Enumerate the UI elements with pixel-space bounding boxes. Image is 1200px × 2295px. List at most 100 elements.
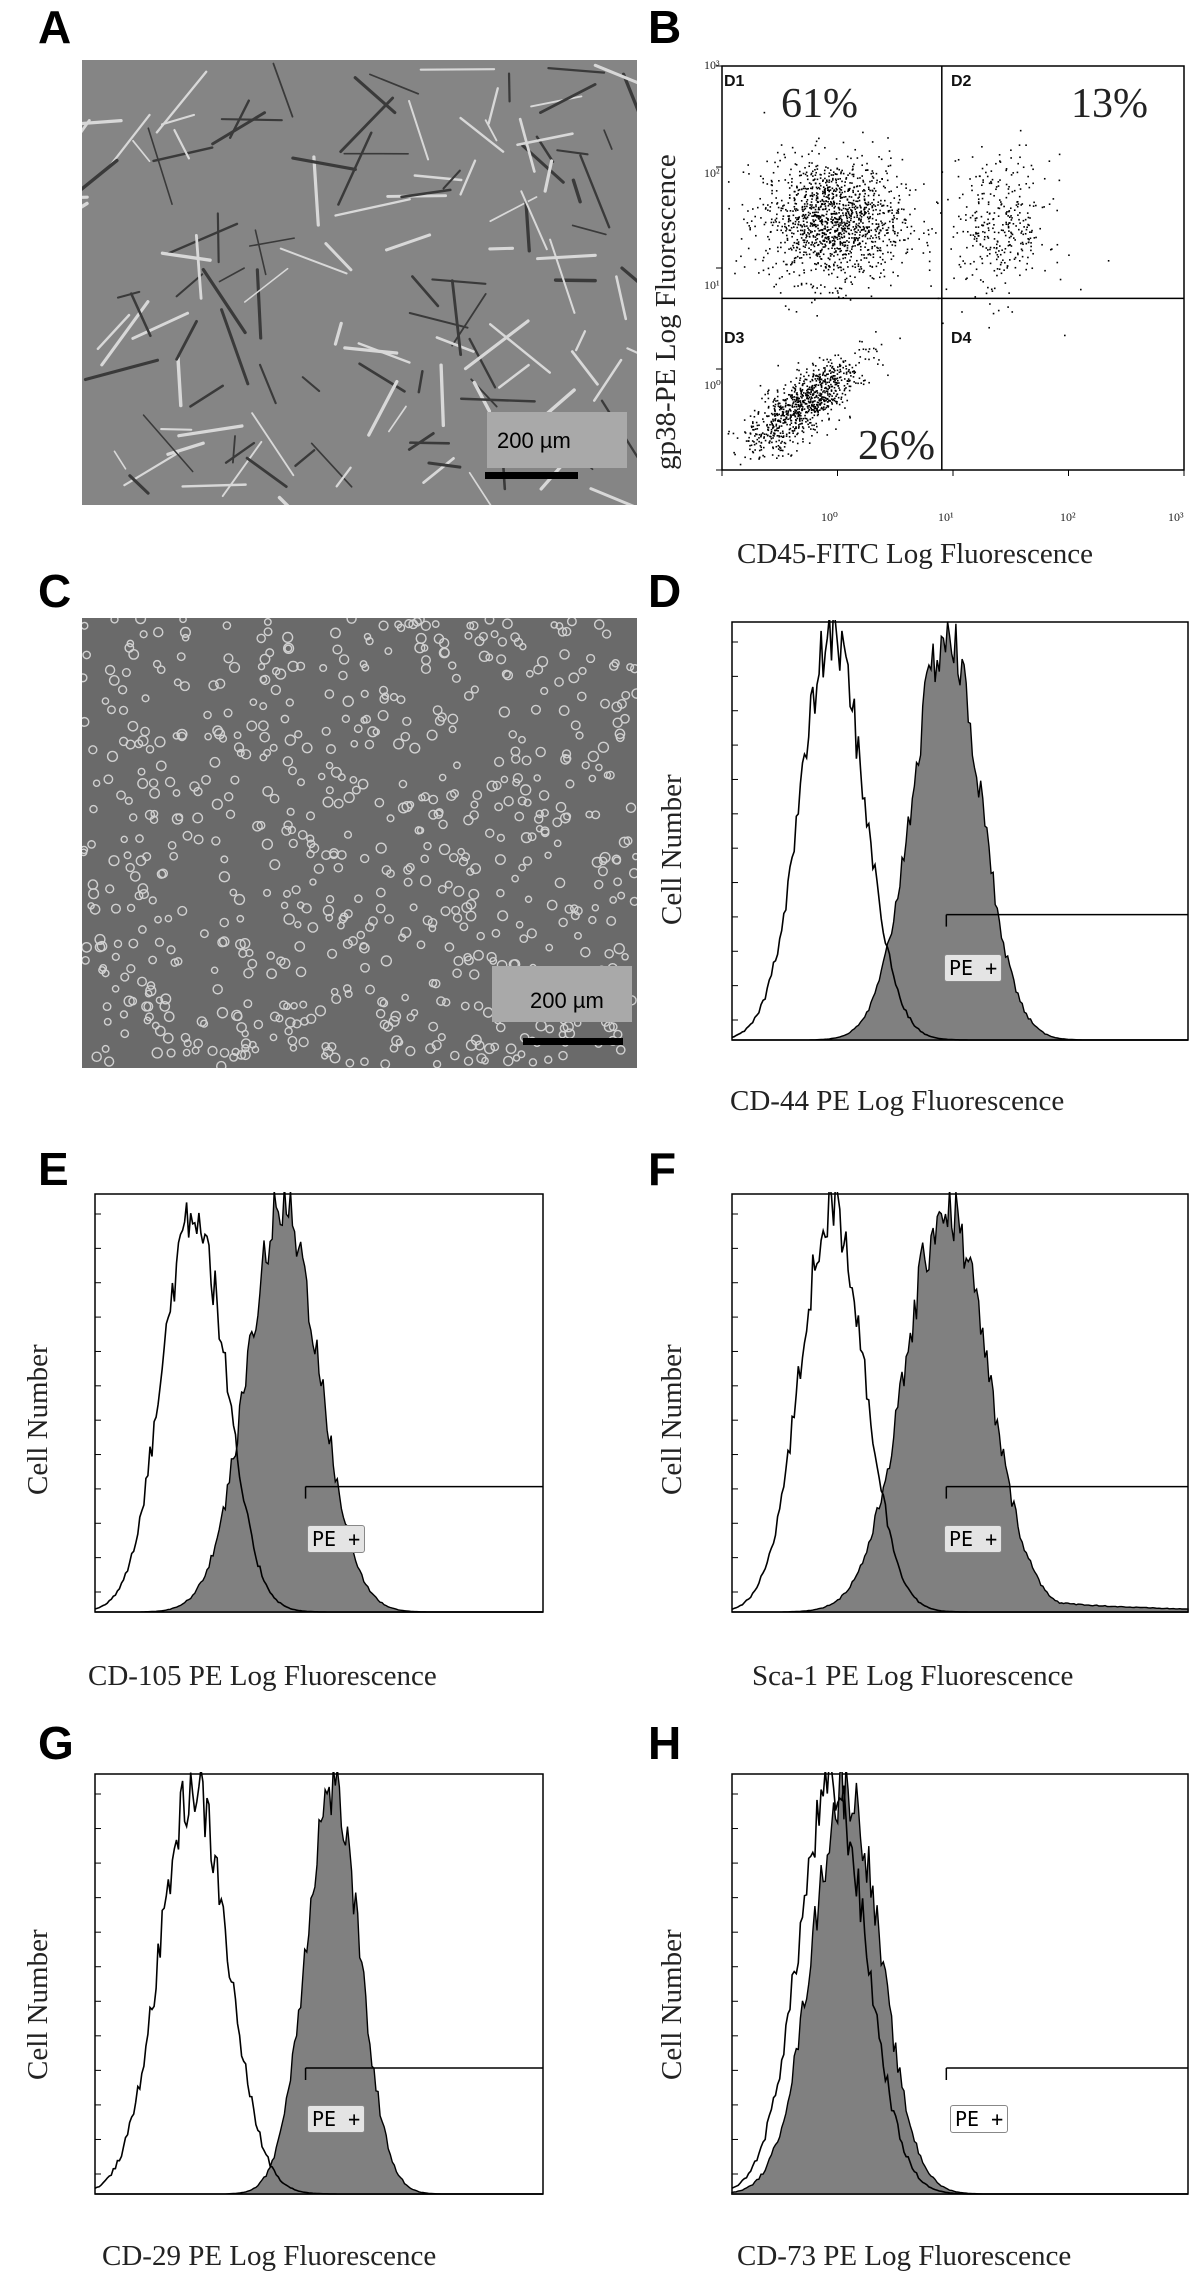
scatter-point: [781, 225, 784, 228]
scatter-point: [826, 377, 829, 380]
scatter-point: [977, 226, 980, 228]
scatter-point: [853, 241, 855, 244]
cell: [628, 868, 637, 879]
scatter-point: [829, 255, 832, 257]
scatter-point: [1010, 235, 1012, 238]
cell: [441, 998, 451, 1007]
scatter-point: [848, 380, 850, 383]
cell: [359, 942, 370, 954]
scatter-point: [765, 249, 767, 252]
scatter-point: [842, 257, 844, 260]
cell: [360, 962, 370, 973]
scatter-point: [862, 228, 865, 231]
scatter-point: [1015, 204, 1018, 206]
scatter-point: [820, 220, 823, 222]
cell: [212, 984, 223, 995]
scatter-point: [819, 200, 822, 203]
cell: [486, 951, 497, 963]
scatter-point: [755, 442, 758, 445]
scatter-point: [819, 220, 821, 222]
histogram-f-ylabel: Cell Number: [656, 1344, 688, 1495]
scatter-point: [828, 240, 831, 243]
scatter-point: [871, 190, 874, 192]
scatter-point: [838, 208, 841, 211]
scatter-point: [810, 172, 813, 175]
cell-process: [353, 76, 397, 115]
cell: [431, 1040, 442, 1051]
cell: [280, 714, 290, 724]
scatter-point: [804, 414, 806, 417]
scatter-point: [880, 263, 883, 265]
cell: [452, 913, 463, 923]
scatter-point: [1002, 224, 1004, 226]
scatter-point: [904, 222, 907, 224]
scatter-point: [762, 420, 765, 423]
scatter-point: [770, 218, 773, 221]
scatter-point: [750, 426, 753, 429]
scatter-point: [822, 359, 825, 361]
scatter-point: [877, 201, 880, 203]
scatter-point: [771, 424, 774, 426]
scatter-point: [804, 187, 807, 190]
scatter-point: [1043, 206, 1045, 208]
scatter-point: [838, 376, 841, 379]
scatter-point: [814, 299, 816, 301]
scatter-point: [847, 370, 850, 373]
cell: [438, 819, 448, 830]
cell: [280, 901, 289, 910]
scatter-point: [999, 253, 1002, 256]
scatter-point: [805, 251, 807, 254]
scatter-point: [799, 404, 802, 406]
cell: [393, 738, 405, 750]
scatter-point: [839, 365, 841, 367]
scatter-point: [758, 458, 760, 460]
scatter-point: [794, 190, 796, 193]
scatter-point: [1007, 192, 1010, 195]
scatter-point: [993, 287, 996, 290]
scatter-point: [836, 218, 839, 221]
cell: [328, 848, 340, 859]
scatter-point: [824, 187, 827, 190]
scatter-point: [802, 217, 805, 220]
scatter-point: [898, 239, 901, 242]
scatter-point: [803, 185, 806, 188]
cell: [512, 772, 524, 784]
cell: [210, 966, 219, 975]
scatter-point: [863, 257, 866, 259]
scatter-point: [982, 224, 985, 227]
scatter-point: [814, 400, 816, 402]
scatter-point: [831, 216, 833, 218]
scatter-point: [778, 408, 781, 411]
scatter-point: [840, 249, 843, 252]
scatter-point: [795, 163, 798, 166]
scatter-point: [813, 242, 816, 245]
quadrant-d4-label: D4: [951, 330, 972, 347]
scatter-point: [901, 221, 904, 224]
scatter-point: [816, 196, 819, 198]
cell-process: [589, 487, 635, 505]
scatter-point: [827, 257, 830, 259]
scatter-point: [803, 239, 806, 241]
scatter-point: [848, 237, 850, 239]
cell: [481, 1056, 489, 1065]
cell: [143, 1016, 152, 1025]
scatter-point: [842, 253, 845, 256]
scatter-point: [777, 364, 779, 367]
cell: [427, 917, 438, 928]
scatter-point: [855, 237, 858, 239]
cell: [148, 778, 159, 788]
scatter-point: [808, 396, 811, 399]
cell: [91, 1051, 102, 1063]
cell: [228, 661, 241, 674]
scatter-point: [868, 253, 871, 255]
scatter-point: [860, 382, 863, 384]
scatter-point: [993, 246, 995, 249]
scatter-point: [807, 187, 809, 190]
scatter-point: [854, 233, 856, 236]
cell-process: [254, 229, 267, 276]
scatter-point: [833, 210, 836, 213]
scatter-point: [1018, 218, 1020, 221]
scatter-point: [858, 349, 861, 351]
scatter-point: [903, 208, 905, 211]
scatter-point: [804, 213, 807, 216]
